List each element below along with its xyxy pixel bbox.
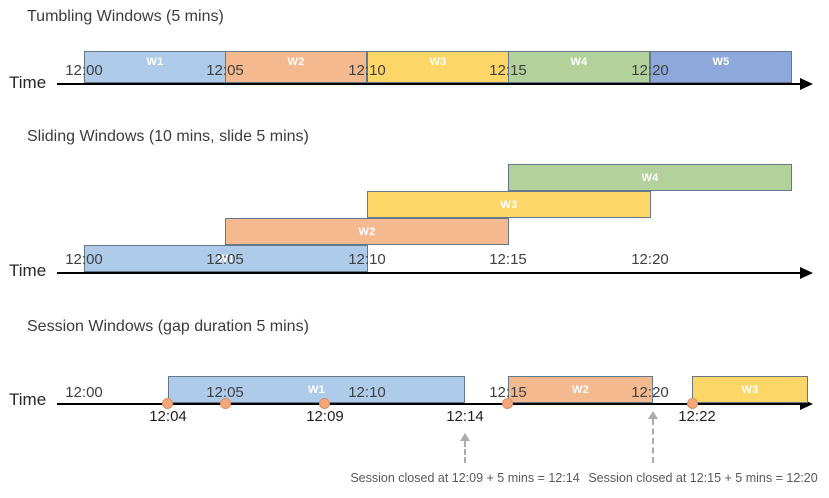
sliding-tick-1200: 12:00	[65, 251, 103, 268]
tumbling-tick-1215: 12:15	[489, 62, 527, 79]
tumbling-window-w5-label: W5	[712, 56, 730, 68]
session-timeline	[57, 403, 802, 405]
session-window-w2-label: W2	[571, 383, 590, 396]
session-event-label-1204: 12:04	[149, 408, 187, 425]
sliding-window-w2: W2	[225, 218, 509, 245]
session-tick-1200: 12:00	[65, 384, 103, 401]
session-window-w1: W1	[168, 376, 465, 403]
session-event-label-1214: 12:14	[446, 408, 484, 425]
sliding-window-w3-label: W3	[500, 198, 518, 211]
session-event-label-1209: 12:09	[306, 408, 344, 425]
tumbling-window-w4-label: W4	[570, 56, 588, 68]
tumbling-timeline	[57, 83, 802, 85]
session-close-arrow-1-line	[464, 441, 466, 463]
session-event-label-1222: 12:22	[678, 408, 716, 425]
tumbling-window-w5: W5	[650, 51, 792, 83]
sliding-timeline-arrowhead-icon	[800, 267, 813, 279]
tumbling-tick-1210: 12:10	[348, 62, 386, 79]
tumbling-window-w1-label: W1	[146, 56, 164, 68]
sliding-window-w1-label: W1	[217, 252, 235, 265]
session-tick-1210: 12:10	[348, 384, 386, 401]
tumbling-window-w3: W3	[367, 51, 509, 83]
session-event-dot-1204	[162, 398, 173, 409]
session-close-arrow-1-head-icon	[460, 433, 470, 441]
sliding-window-w3: W3	[367, 191, 651, 218]
tumbling-tick-1205: 12:05	[206, 62, 244, 79]
session-event-dot-1215	[502, 398, 513, 409]
session-tick-1215: 12:15	[489, 384, 527, 401]
session-event-dot-1209	[319, 398, 330, 409]
tumbling-timeline-arrowhead-icon	[800, 78, 813, 90]
sliding-tick-1215: 12:15	[489, 251, 527, 268]
tumbling-window-w4: W4	[508, 51, 650, 83]
tumbling-section-title: Tumbling Windows (5 mins)	[27, 8, 224, 25]
session-close-arrow-2-line	[652, 419, 654, 463]
sliding-timeline	[57, 272, 802, 274]
tumbling-window-w3-label: W3	[429, 56, 447, 68]
session-section-title: Session Windows (gap duration 5 mins)	[27, 318, 309, 335]
session-window-w1-label: W1	[307, 383, 326, 396]
session-window-w2: W2	[508, 376, 653, 403]
session-window-w3: W3	[692, 376, 808, 403]
session-time-axis-label: Time	[9, 390, 47, 409]
session-close-annotation-1: Session closed at 12:09 + 5 mins = 12:14	[350, 471, 580, 485]
sliding-window-w1: W1	[84, 245, 368, 272]
tumbling-window-w2: W2	[225, 51, 367, 83]
tumbling-window-w1: W1	[84, 51, 226, 83]
tumbling-time-axis-label: Time	[9, 73, 47, 92]
sliding-window-w4-label: W4	[641, 171, 659, 184]
sliding-tick-1210: 12:10	[348, 251, 386, 268]
tumbling-tick-1200: 12:00	[65, 62, 103, 79]
sliding-window-w2-label: W2	[358, 225, 376, 238]
sliding-time-axis-label: Time	[9, 261, 47, 280]
session-close-arrow-2-head-icon	[648, 411, 658, 419]
session-tick-1220: 12:20	[631, 384, 669, 401]
session-tick-1205: 12:05	[206, 384, 244, 401]
sliding-tick-1220: 12:20	[631, 251, 669, 268]
tumbling-window-w2-label: W2	[287, 56, 305, 68]
sliding-section-title: Sliding Windows (10 mins, slide 5 mins)	[27, 128, 309, 145]
session-close-annotation-2: Session closed at 12:15 + 5 mins = 12:20	[588, 471, 818, 485]
session-event-dot-2	[220, 398, 231, 409]
sliding-window-w4: W4	[508, 164, 792, 191]
tumbling-tick-1220: 12:20	[631, 62, 669, 79]
session-event-dot-1222	[687, 398, 698, 409]
sliding-tick-1205: 12:05	[206, 251, 244, 268]
session-window-w3-label: W3	[741, 383, 759, 396]
